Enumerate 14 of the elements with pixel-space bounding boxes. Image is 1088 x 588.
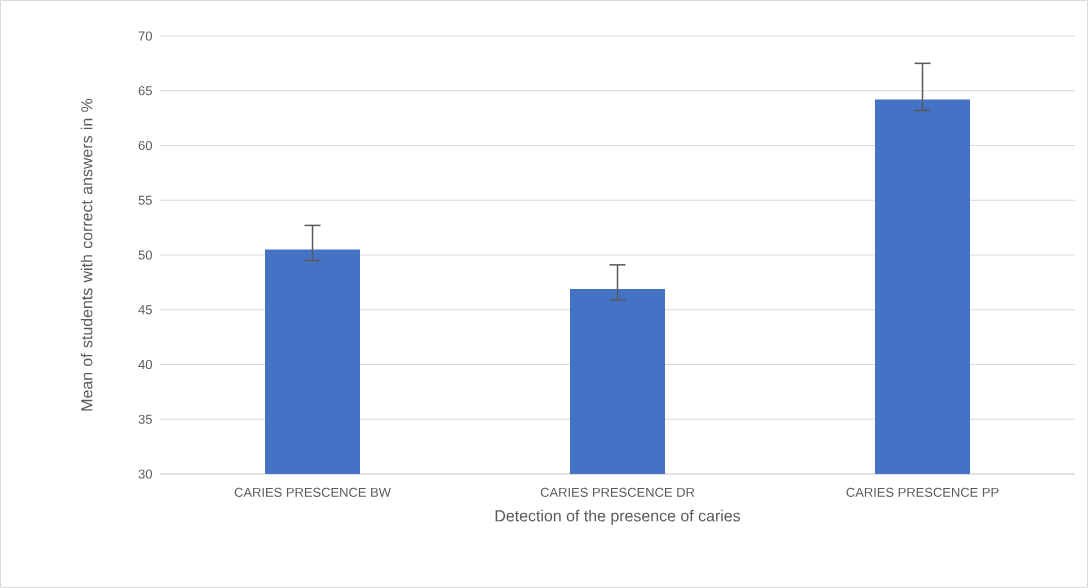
- x-tick-label: CARIES PRESCENCE DR: [540, 487, 695, 497]
- y-tick-label: 55: [138, 195, 152, 205]
- x-tick-label: CARIES PRESCENCE BW: [234, 487, 391, 497]
- y-tick-label: 50: [138, 250, 152, 260]
- y-tick-label: 65: [138, 86, 152, 96]
- y-axis-title: Mean of students with correct answers in %: [80, 98, 93, 411]
- y-tick-label: 60: [138, 140, 152, 151]
- y-tick-label: 70: [138, 31, 152, 41]
- y-tick-label: 40: [138, 359, 152, 370]
- y-tick-label: 35: [138, 414, 152, 424]
- x-axis-title: Detection of the presence of caries: [495, 509, 741, 525]
- y-tick-label: 30: [138, 469, 152, 479]
- y-tick-label: 45: [138, 305, 152, 315]
- x-tick-label: CARIES PRESCENCE PP: [846, 487, 999, 497]
